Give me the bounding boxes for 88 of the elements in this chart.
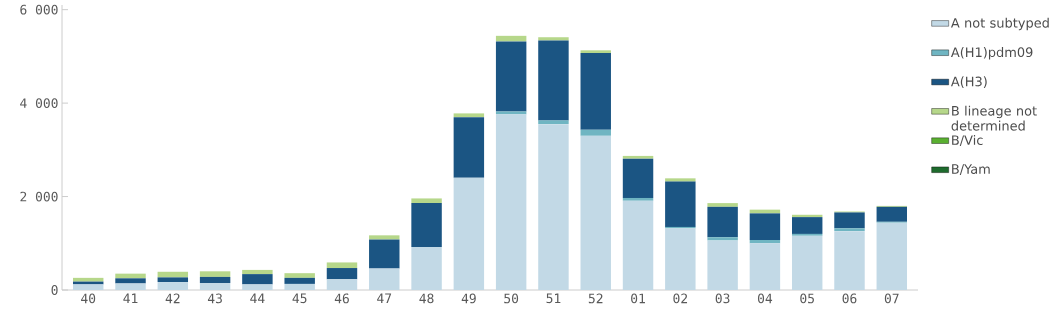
- legend-label: B/Vic: [952, 135, 983, 147]
- bar: [199, 271, 231, 277]
- x-tick-label: 03: [715, 293, 730, 304]
- bar: [580, 129, 611, 136]
- bar: [665, 228, 696, 290]
- legend-label: B/Yam: [952, 164, 990, 175]
- y-tick-label: 2 000: [20, 191, 58, 202]
- x-tick-label: 06: [842, 293, 857, 304]
- legend-label: B lineage not determined: [951, 105, 1037, 131]
- x-tick-label: 42: [165, 293, 180, 304]
- x-tick-label: 07: [884, 293, 899, 304]
- bar: [707, 203, 738, 207]
- bar: [411, 247, 442, 290]
- bar: [495, 41, 527, 112]
- legend-label: A(H1)pdm09: [950, 47, 1033, 60]
- bar: [369, 268, 400, 290]
- x-tick-label: 50: [504, 293, 519, 304]
- x-tick-label: 47: [377, 293, 392, 303]
- bar: [707, 237, 738, 241]
- x-tick-label: 04: [757, 293, 773, 304]
- x-tick-label: 52: [588, 293, 603, 304]
- bar: [665, 181, 696, 227]
- bar: [242, 274, 273, 285]
- bar: [242, 269, 273, 275]
- bar: [538, 40, 569, 121]
- y-tick-label: 0: [51, 285, 58, 295]
- bar: [73, 284, 104, 290]
- bar: [876, 206, 908, 222]
- x-tick-label: 01: [631, 293, 645, 304]
- bar: [749, 240, 781, 244]
- bar: [453, 117, 485, 178]
- bar: [453, 113, 485, 118]
- bar: [622, 200, 654, 290]
- x-tick-label: 48: [419, 293, 434, 304]
- x-tick-label: 05: [800, 293, 814, 304]
- bar: [707, 206, 738, 238]
- x-tick-label: 46: [334, 293, 349, 304]
- legend-label: A(H3): [950, 76, 987, 88]
- x-tick-label: 41: [123, 293, 138, 303]
- bar: [749, 243, 781, 290]
- bar: [369, 235, 400, 240]
- bar: [707, 240, 738, 290]
- bar: [157, 277, 189, 283]
- bar: [791, 235, 823, 290]
- bar: [199, 276, 231, 283]
- bar: [495, 114, 527, 290]
- bar: [326, 268, 358, 280]
- x-tick-label: 43: [207, 293, 222, 304]
- bar: [411, 198, 442, 204]
- legend-label: A not subtyped: [950, 17, 1049, 31]
- bar: [538, 37, 569, 41]
- bar: [115, 278, 146, 284]
- bar: [326, 279, 358, 290]
- bar: [791, 217, 823, 234]
- y-tick-label: 4 000: [20, 98, 58, 109]
- y-tick-label: 6 000: [20, 4, 58, 15]
- bar: [665, 178, 696, 182]
- bar: [834, 212, 865, 229]
- bar: [115, 283, 146, 290]
- bar: [834, 228, 865, 232]
- x-tick-label: 44: [250, 293, 265, 303]
- bar: [73, 277, 104, 282]
- x-tick-label: 45: [292, 293, 307, 304]
- x-tick-label: 02: [673, 293, 688, 304]
- bar: [538, 124, 569, 290]
- bar: [622, 197, 654, 201]
- bar: [242, 284, 273, 290]
- bar: [284, 283, 315, 290]
- bar: [538, 120, 569, 125]
- bar: [199, 282, 231, 290]
- bar: [749, 213, 781, 241]
- x-tick-label: 40: [81, 293, 96, 304]
- bar: [622, 155, 654, 159]
- bar: [411, 203, 442, 248]
- x-tick-label: 49: [461, 293, 476, 304]
- bar: [284, 273, 315, 278]
- bar: [876, 222, 908, 290]
- bar: [580, 53, 611, 130]
- bar: [580, 50, 611, 54]
- bar: [326, 262, 358, 269]
- bar: [284, 277, 315, 284]
- bar: [580, 135, 611, 290]
- bar: [453, 177, 485, 290]
- bar: [622, 158, 654, 198]
- bar: [369, 239, 400, 269]
- bar: [157, 282, 189, 290]
- x-tick-label: 51: [546, 293, 561, 304]
- bar: [834, 231, 865, 290]
